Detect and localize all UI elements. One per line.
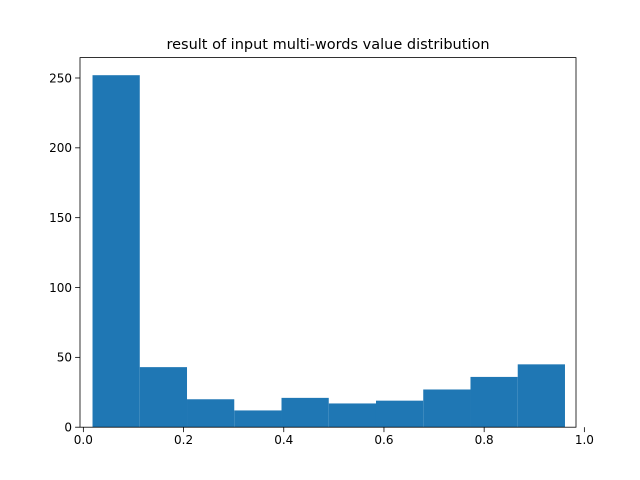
x-tick-label: 0.6 <box>374 433 393 447</box>
histogram-bar <box>470 376 518 428</box>
histogram-bar <box>234 410 282 428</box>
bars-group <box>92 75 565 428</box>
histogram-bar <box>375 400 424 428</box>
histogram-bar <box>139 367 188 428</box>
histogram-bar <box>423 389 471 428</box>
x-tick-label: 0.0 <box>74 433 93 447</box>
y-tick-label: 150 <box>49 211 72 225</box>
x-tick-label: 0.4 <box>274 433 293 447</box>
histogram-bar <box>92 75 140 428</box>
histogram-bar <box>187 399 235 428</box>
x-axis: 0.0 0.2 0.4 0.6 0.8 1.0 <box>74 427 594 447</box>
y-tick-label: 250 <box>49 71 72 85</box>
y-tick-label: 0 <box>64 421 72 435</box>
x-tick-label: 0.2 <box>174 433 193 447</box>
y-tick-label: 50 <box>57 351 72 365</box>
histogram-bar <box>281 397 329 428</box>
y-tick-label: 200 <box>49 141 72 155</box>
x-tick-label: 1.0 <box>575 433 594 447</box>
plot-frame <box>79 57 577 428</box>
y-tick-label: 100 <box>49 281 72 295</box>
histogram-bar <box>517 364 565 428</box>
histogram-bar <box>328 403 376 428</box>
chart-title: result of input multi-words value distri… <box>166 37 489 53</box>
y-axis: 0 50 100 150 200 250 <box>49 71 80 435</box>
x-tick-label: 0.8 <box>475 433 494 447</box>
